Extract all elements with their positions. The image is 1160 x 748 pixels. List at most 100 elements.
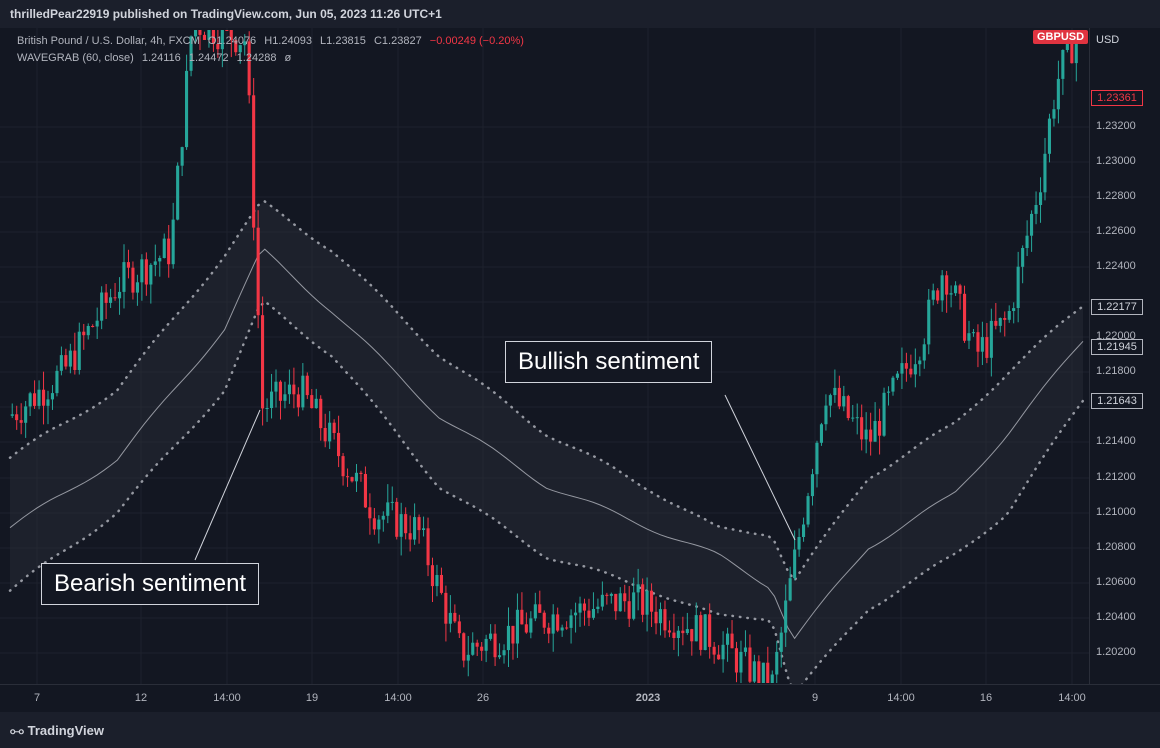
candle-body (1061, 50, 1065, 79)
indicator-title: WAVEGRAB (60, close) (17, 52, 134, 64)
bearish-annotation[interactable]: Bearish sentiment (41, 563, 260, 605)
candle-body (1016, 266, 1020, 308)
candle-body (976, 332, 980, 352)
candle-body (354, 472, 358, 482)
candle-body (913, 364, 917, 375)
candle-body (158, 258, 162, 262)
candle-body (757, 661, 761, 683)
candle-body (770, 674, 774, 683)
candle-body (234, 40, 238, 53)
top-bar (0, 0, 1160, 28)
x-tick: 9 (811, 692, 819, 704)
candle-body (118, 291, 122, 299)
candle-body (989, 320, 993, 358)
candle-body (766, 662, 770, 683)
candle-body (694, 615, 698, 642)
candle-body (685, 629, 689, 633)
x-tick: 14:00 (887, 692, 915, 704)
candle-body (600, 594, 604, 607)
candle-body (667, 630, 671, 633)
candle-body (936, 290, 940, 301)
y-tick: 1.21800 (1096, 365, 1136, 377)
symbol-title: British Pound / U.S. Dollar, 4h, FXCM (17, 35, 200, 47)
bullish-annotation[interactable]: Bullish sentiment (505, 341, 713, 383)
candle-body (28, 393, 32, 407)
currency-label[interactable]: USD (1096, 34, 1120, 46)
candle-body (958, 285, 962, 294)
y-tick: 1.22400 (1096, 260, 1136, 272)
candle-body (717, 654, 721, 660)
tradingview-brand: TradingView (27, 723, 104, 738)
candle-body (122, 262, 126, 292)
price-scale[interactable] (1089, 28, 1160, 684)
candle-body (37, 389, 41, 406)
candle-body (341, 456, 345, 477)
ohlc-open: O1.24076 (207, 35, 257, 47)
candle-body (91, 326, 95, 327)
candle-body (211, 30, 215, 44)
candle-body (104, 292, 108, 303)
symbol-legend[interactable]: British Pound / U.S. Dollar, 4h, FXCM O1… (17, 35, 524, 47)
candle-body (278, 381, 282, 401)
candle-body (730, 633, 734, 649)
candle-body (596, 606, 600, 609)
x-tick: 14:00 (1058, 692, 1086, 704)
candle-body (681, 630, 685, 634)
candle-body (654, 611, 658, 624)
ohlc-low: L1.23815 (320, 35, 366, 47)
candle-body (904, 363, 908, 369)
candle-body (390, 501, 394, 503)
candle-body (372, 518, 376, 530)
candle-body (314, 398, 318, 409)
y-tick: 1.21000 (1096, 506, 1136, 518)
candle-body (511, 625, 515, 644)
candle-body (86, 326, 90, 336)
candle-body (1025, 235, 1029, 248)
candle-body (404, 514, 408, 534)
candle-body (614, 593, 618, 612)
candle-body (824, 405, 828, 425)
candle-body (663, 609, 667, 631)
candle-body (547, 627, 551, 634)
candle-body (605, 594, 609, 596)
candle-body (627, 601, 631, 619)
candle-body (721, 644, 725, 660)
candle-body (113, 297, 117, 299)
indicator-value-1: 1.24116 (141, 52, 181, 64)
candle-body (337, 432, 341, 457)
candle-body (851, 417, 855, 419)
candle-body (323, 428, 327, 442)
candle-body (1070, 37, 1074, 64)
indicator-legend[interactable]: WAVEGRAB (60, close) 1.24116 1.24472 1.2… (17, 52, 291, 64)
candle-body (927, 299, 931, 345)
candle-body (332, 422, 336, 433)
candle-body (1007, 311, 1011, 320)
y-tick: 1.20400 (1096, 611, 1136, 623)
candle-body (931, 290, 935, 300)
candle-body (42, 389, 46, 406)
candle-body (703, 614, 707, 650)
candle-body (243, 41, 247, 46)
candle-body (153, 261, 157, 265)
candle-body (837, 387, 841, 407)
tradingview-logo[interactable]: ⧟ TradingView (10, 722, 104, 739)
candle-body (68, 350, 72, 367)
candle-body (636, 584, 640, 593)
candle-body (64, 355, 68, 367)
candle-body (498, 655, 502, 658)
time-axis[interactable] (0, 684, 1160, 713)
candle-body (216, 43, 220, 50)
candle-body (350, 477, 354, 482)
candle-body (748, 647, 752, 682)
candle-body (708, 614, 712, 647)
candle-body (292, 384, 296, 395)
candle-body (207, 30, 211, 40)
candle-body (162, 238, 166, 258)
candle-body (529, 618, 533, 633)
y-tick: 1.20200 (1096, 646, 1136, 658)
candle-body (855, 417, 859, 419)
candle-body (658, 609, 662, 624)
ohlc-high: H1.24093 (264, 35, 312, 47)
candle-body (439, 575, 443, 593)
candle-body (1052, 109, 1056, 119)
